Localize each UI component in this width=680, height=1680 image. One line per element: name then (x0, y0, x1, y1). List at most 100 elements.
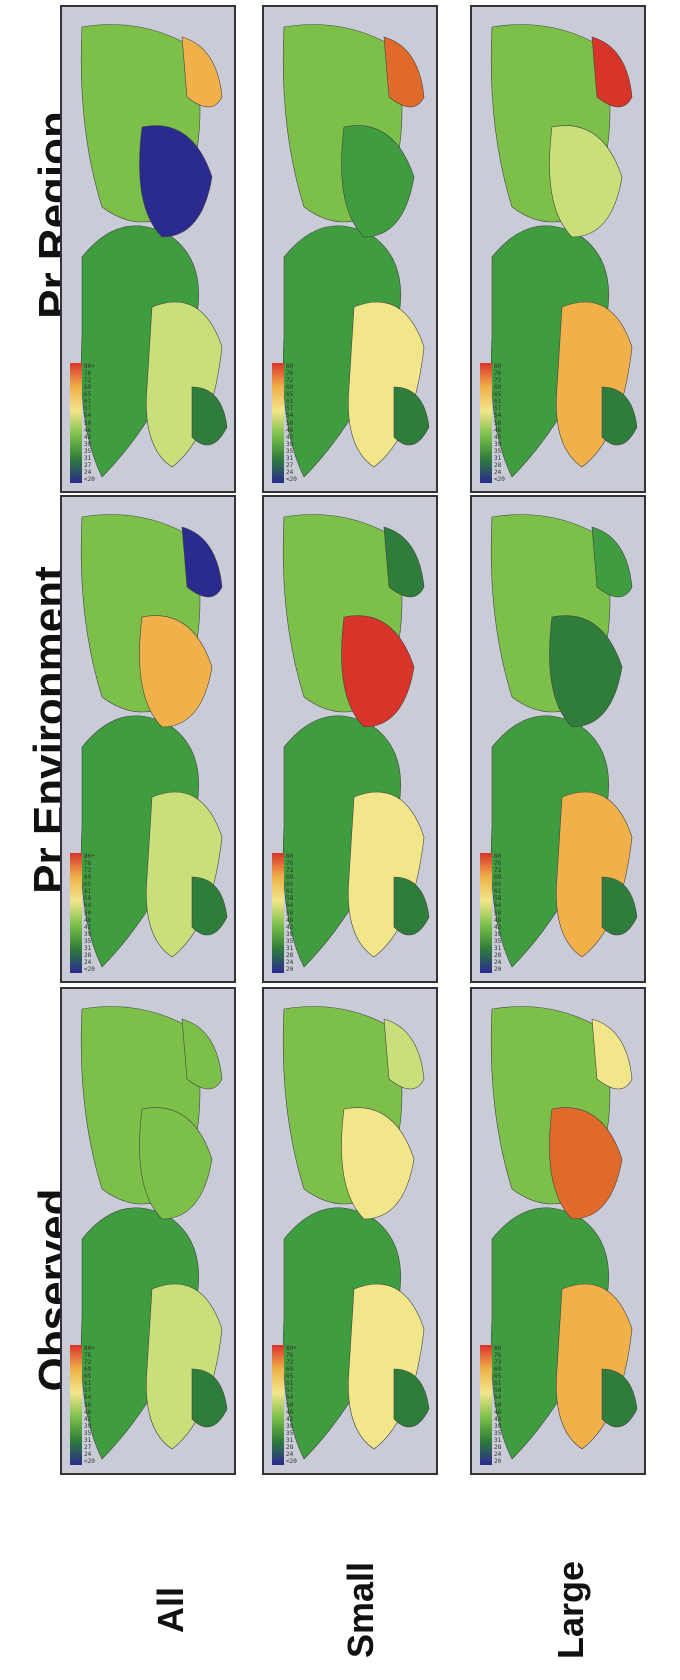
color-scale-tick: 46 (286, 916, 294, 924)
color-scale (70, 1345, 82, 1465)
color-scale-tick: 42 (286, 1415, 294, 1423)
color-scale-tick: 72 (84, 867, 92, 875)
world-map (80, 514, 228, 968)
color-scale-tick: 46 (494, 916, 502, 924)
color-scale-tick: 27 (84, 461, 92, 469)
color-scale-tick: 39 (286, 930, 294, 938)
color-scale-tick: 61 (494, 888, 502, 896)
color-scale-tick: 54 (286, 1394, 294, 1402)
color-scale-tick: 65 (84, 1373, 92, 1381)
color-scale-tick: 27 (84, 1443, 92, 1451)
color-scale-tick: 39 (84, 930, 92, 938)
color-scale-tick: 57 (286, 405, 294, 413)
color-scale-tick: 24 (84, 468, 92, 476)
color-scale-tick: 80+ (84, 853, 95, 860)
map-panel-observed-small: <20 24 28 31 35 39 42 46 50 54 57 61 65 69 72 76 80+ (262, 987, 438, 1475)
landmass (393, 876, 430, 936)
color-scale-tick: 69 (84, 1366, 92, 1374)
color-scale-tick: 69 (286, 1366, 294, 1374)
color-scale-tick: 43 (494, 923, 502, 931)
landmass (181, 1018, 223, 1090)
world-map (80, 1006, 228, 1460)
landmass (181, 526, 223, 598)
color-scale-tick: 43 (494, 1415, 502, 1423)
color-scale-tick: 46 (286, 1408, 294, 1416)
world-map (282, 1006, 430, 1460)
color-scale-tick: 35 (84, 937, 92, 945)
color-scale-tick: 61 (494, 1380, 502, 1388)
world-map (80, 24, 228, 478)
color-scale-ticks: <20 24 27 31 35 39 42 46 50 54 57 61 65 69 72 76 80+ (84, 1345, 106, 1465)
color-scale-ticks: <20 24 27 31 35 39 42 46 50 54 57 61 65 69 72 76 80+ (84, 363, 106, 483)
color-scale-tick: 35 (84, 1429, 92, 1437)
color-scale-tick: 65 (286, 1373, 294, 1381)
color-scale-tick: 31 (286, 1436, 294, 1444)
color-scale-tick: 46 (494, 426, 502, 434)
color-scale-tick: 58 (494, 895, 502, 903)
color-scale-tick: 54 (286, 902, 294, 910)
color-scale-tick: <20 (84, 966, 95, 973)
color-scale-tick: 58 (494, 1387, 502, 1395)
color-scale-tick: 43 (286, 923, 294, 931)
color-scale-tick: 80 (494, 1345, 502, 1352)
landmass (383, 526, 425, 598)
color-scale-tick: 80+ (84, 1345, 95, 1352)
color-scale-tick: 46 (84, 426, 92, 434)
landmass (383, 36, 425, 108)
map-panel-pr-environment-small: 20 24 28 31 35 39 43 46 50 54 58 61 65 69 73 76 80 (262, 495, 438, 983)
color-scale-tick: 31 (84, 1436, 92, 1444)
color-scale-tick: 65 (494, 1373, 502, 1381)
landmass (181, 36, 223, 108)
color-scale-tick: 72 (286, 1359, 294, 1367)
color-scale-tick: 28 (286, 1443, 294, 1451)
landmass (341, 615, 415, 728)
color-scale-tick: 27 (286, 461, 294, 469)
landmass (549, 125, 623, 238)
color-scale-tick: 57 (286, 1387, 294, 1395)
color-scale-tick: 28 (84, 951, 92, 959)
landmass (139, 1107, 213, 1220)
color-scale (272, 1345, 284, 1465)
color-scale-tick: 65 (494, 881, 502, 889)
map-panel-pr-region-all: <20 24 27 31 35 39 42 46 50 54 57 61 65 69 72 76 80+ (60, 5, 236, 493)
landmass (191, 1368, 228, 1428)
color-scale-tick: 73 (286, 867, 294, 875)
color-scale-tick: 24 (84, 1450, 92, 1458)
color-scale-tick: 69 (84, 874, 92, 882)
color-scale-tick: 73 (494, 1359, 502, 1367)
color-scale-tick: 80 (286, 363, 294, 370)
color-scale-tick: 24 (494, 958, 502, 966)
color-scale-tick: 24 (286, 958, 294, 966)
color-scale-tick: 72 (286, 377, 294, 385)
color-scale-tick: 39 (494, 440, 502, 448)
color-scale-tick: 46 (84, 916, 92, 924)
color-scale-tick: 65 (286, 881, 294, 889)
color-scale-tick: <20 (286, 476, 297, 483)
row-header-small: Small (340, 1561, 381, 1659)
color-scale-tick: 69 (286, 384, 294, 392)
landmass (591, 36, 633, 108)
color-scale-tick: 58 (84, 895, 92, 903)
color-scale-tick: 76 (494, 370, 502, 378)
color-scale-tick: 20 (494, 966, 502, 973)
color-scale-tick: 39 (84, 440, 92, 448)
color-scale-tick: 50 (494, 1401, 502, 1409)
color-scale-tick: 31 (84, 944, 92, 952)
map-panel-pr-environment-all: <20 24 28 31 35 39 42 46 50 54 58 61 65 69 72 76 80+ (60, 495, 236, 983)
color-scale-tick: 69 (494, 1366, 502, 1374)
color-scale-tick: 28 (286, 951, 294, 959)
color-scale-tick: 46 (84, 1408, 92, 1416)
color-scale-ticks: <20 24 28 31 35 39 42 46 50 54 58 61 65 69 72 76 80+ (84, 853, 106, 973)
landmass (393, 386, 430, 446)
color-scale-tick: 73 (494, 867, 502, 875)
color-scale-tick: 69 (494, 874, 502, 882)
color-scale (70, 853, 82, 973)
color-scale-tick: 35 (494, 447, 502, 455)
world-map (282, 514, 430, 968)
color-scale-tick: 28 (494, 951, 502, 959)
landmass (393, 1368, 430, 1428)
row-header-large: Large (550, 1560, 591, 1660)
color-scale-ticks: 20 24 28 31 35 39 43 46 50 54 58 61 65 69 73 76 80 (494, 1345, 516, 1465)
color-scale-tick: 50 (286, 1401, 294, 1409)
color-scale-tick: 31 (494, 944, 502, 952)
